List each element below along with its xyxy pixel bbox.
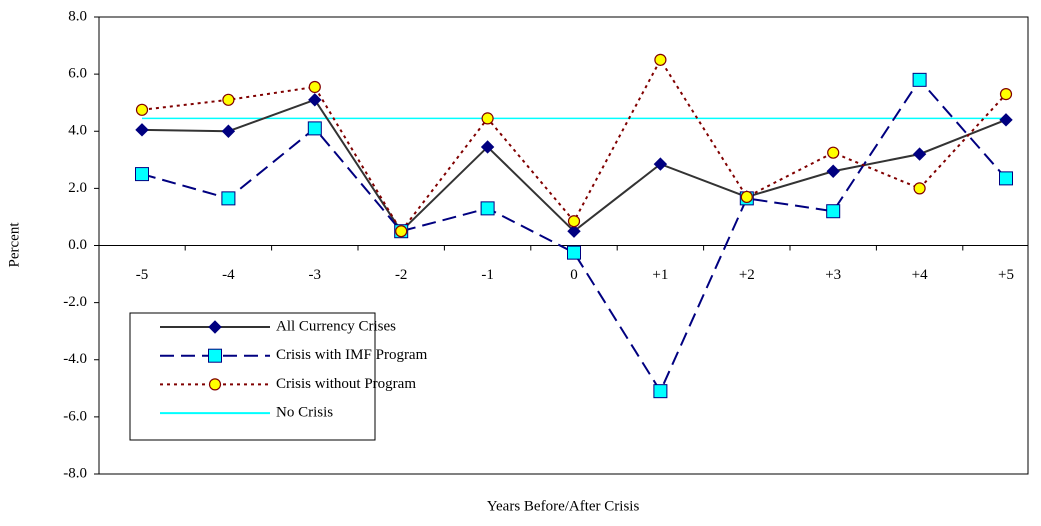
legend-marker	[208, 348, 222, 363]
marker	[221, 124, 236, 138]
legend-label: Crisis with IMF Program	[276, 347, 428, 363]
y-tick-label: -2.0	[63, 294, 87, 310]
marker	[395, 225, 408, 238]
legend-marker	[208, 378, 222, 391]
marker	[999, 113, 1013, 127]
y-axis-title: Percent	[6, 222, 22, 268]
series-line	[141, 98, 1007, 233]
marker	[999, 171, 1013, 186]
marker	[567, 215, 581, 228]
marker	[740, 190, 753, 204]
marker	[480, 140, 495, 154]
y-tick-label: 6.0	[68, 66, 87, 82]
legend-box	[129, 312, 376, 441]
marker	[480, 201, 495, 216]
legend-label: No Crisis	[276, 405, 333, 421]
marker	[653, 384, 668, 399]
marker	[913, 182, 926, 195]
legend-label: Crisis without Program	[276, 376, 416, 392]
x-tick-label: +1	[652, 267, 668, 283]
y-tick-label: 4.0	[68, 123, 87, 139]
marker	[912, 72, 927, 87]
legend-marker	[208, 320, 222, 334]
marker	[222, 93, 235, 106]
x-tick-label: -5	[136, 267, 149, 283]
y-tick-label: 8.0	[68, 8, 87, 24]
marker	[826, 204, 841, 219]
series-line	[141, 78, 1007, 394]
marker	[826, 164, 840, 178]
marker	[135, 167, 149, 182]
x-tick-label: +5	[998, 267, 1014, 283]
marker	[135, 123, 149, 137]
marker	[481, 112, 494, 125]
marker	[308, 93, 322, 107]
marker	[221, 191, 236, 206]
x-tick-label: +3	[825, 267, 841, 283]
x-tick-label: -1	[481, 267, 494, 283]
marker	[912, 147, 927, 161]
x-tick-label: -4	[222, 267, 235, 283]
legend-label: All Currency Crises	[276, 318, 396, 334]
marker	[567, 224, 581, 238]
x-tick-label: -2	[395, 267, 408, 283]
y-tick-label: 2.0	[68, 180, 87, 196]
x-axis-title: Years Before/After Crisis	[487, 498, 640, 514]
marker	[307, 121, 322, 136]
y-tick-label: -8.0	[63, 465, 87, 481]
marker	[308, 80, 321, 94]
x-tick-label: +2	[739, 267, 755, 283]
marker	[653, 157, 668, 171]
y-tick-label: 0.0	[68, 237, 87, 253]
y-tick-label: -4.0	[63, 351, 87, 367]
y-tick-label: -6.0	[63, 408, 87, 424]
x-tick-label: 0	[570, 267, 578, 283]
marker	[654, 53, 667, 66]
marker	[135, 103, 149, 116]
marker	[827, 146, 840, 159]
x-tick-label: +4	[912, 267, 928, 283]
marker	[999, 88, 1013, 101]
marker	[567, 245, 581, 260]
x-tick-label: -3	[309, 267, 322, 283]
